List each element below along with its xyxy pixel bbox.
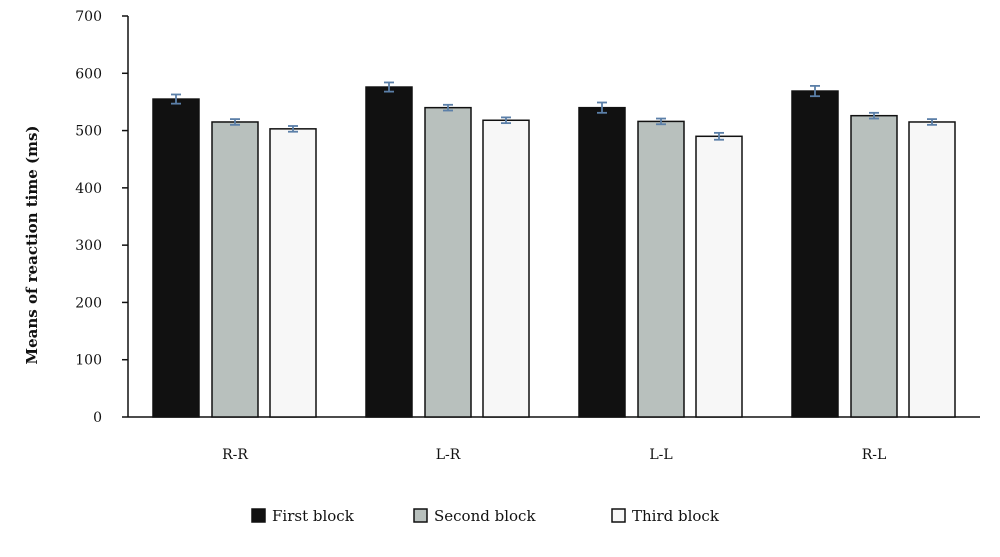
x-category-label: R-R [222, 447, 248, 463]
y-tick-label: 100 [75, 353, 102, 369]
y-tick-label: 300 [75, 238, 102, 254]
bar-l-r-series-3 [482, 119, 530, 418]
bar-r-l-series-2 [850, 114, 898, 418]
y-tick-label: 400 [75, 181, 102, 197]
bar-l-l-series-3 [695, 135, 743, 418]
bar-r-r-series-1 [152, 98, 200, 418]
bar-r-l-series-3 [908, 121, 956, 418]
legend-label: Third block [632, 507, 720, 525]
y-tick-label: 0 [93, 410, 102, 426]
x-category-label: L-L [649, 447, 672, 463]
legend-label: Second block [434, 507, 536, 525]
legend-swatch [413, 508, 428, 523]
legend-label: First block [272, 507, 355, 525]
bar-r-r-series-2 [211, 121, 259, 418]
y-tick-label: 200 [75, 295, 102, 311]
y-axis-ticks: 0 100 200 300 400 500 600 700 [75, 9, 128, 426]
y-tick-label: 500 [75, 124, 102, 140]
x-category-label: R-L [862, 447, 887, 463]
y-tick-label: 600 [75, 66, 102, 82]
legend-swatch [251, 508, 266, 523]
bar-l-l-series-1 [578, 106, 626, 418]
bar-r-r-series-3 [269, 128, 317, 418]
legend-swatch [611, 508, 626, 523]
y-tick-label: 700 [75, 9, 102, 25]
x-category-label: L-R [436, 447, 461, 463]
error-bars [171, 81, 937, 141]
legend: First block Second block Third block [251, 507, 720, 525]
bars [152, 86, 956, 418]
x-axis-labels: R-R L-R L-L R-L [222, 447, 886, 463]
bar-l-r-series-2 [424, 106, 472, 418]
bar-l-l-series-2 [637, 120, 685, 418]
bar-l-r-series-1 [365, 86, 413, 418]
y-axis-title: Means of reaction time (ms) [23, 126, 41, 365]
bar-r-l-series-1 [791, 90, 839, 418]
